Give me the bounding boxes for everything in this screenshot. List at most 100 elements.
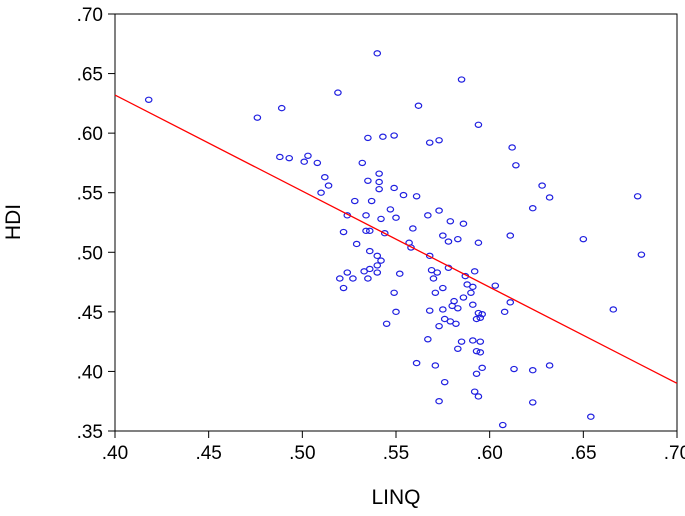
x-tick-label: .50 bbox=[289, 443, 315, 464]
data-point bbox=[304, 152, 312, 159]
data-point bbox=[472, 370, 481, 378]
data-point bbox=[431, 362, 440, 369]
data-point bbox=[392, 214, 400, 221]
x-tick-label: .65 bbox=[570, 443, 596, 464]
data-point bbox=[324, 182, 333, 189]
y-axis-title: HDI bbox=[2, 204, 25, 240]
data-point bbox=[510, 365, 518, 373]
data-point bbox=[469, 283, 477, 291]
plot-area bbox=[114, 13, 678, 432]
data-point bbox=[435, 398, 443, 405]
data-point bbox=[373, 252, 382, 260]
data-point bbox=[412, 359, 421, 367]
y-tick-label: .55 bbox=[77, 184, 103, 205]
data-point bbox=[476, 349, 485, 356]
regression-line bbox=[114, 94, 678, 384]
data-point bbox=[454, 305, 462, 312]
data-point bbox=[380, 230, 389, 237]
data-point bbox=[386, 206, 395, 213]
data-point bbox=[321, 174, 329, 181]
data-point bbox=[365, 227, 374, 235]
data-point bbox=[439, 306, 447, 313]
data-point bbox=[350, 197, 359, 205]
data-point bbox=[470, 268, 479, 275]
y-tick-label: .60 bbox=[77, 124, 103, 145]
data-point bbox=[300, 158, 309, 165]
data-point bbox=[470, 388, 479, 395]
x-axis: .40 .45 .50 .55 .60 .65 .70 bbox=[102, 431, 685, 464]
data-point bbox=[528, 399, 537, 406]
data-point bbox=[339, 284, 348, 292]
data-point bbox=[375, 170, 383, 177]
data-point bbox=[506, 299, 515, 306]
data-point bbox=[425, 139, 434, 146]
data-point bbox=[444, 238, 453, 245]
data-point bbox=[429, 275, 438, 282]
x-tick-label: .40 bbox=[102, 443, 128, 464]
data-point bbox=[440, 378, 449, 386]
data-point bbox=[365, 247, 374, 255]
y-tick-label: .40 bbox=[77, 362, 103, 383]
data-point bbox=[276, 153, 284, 161]
data-point bbox=[352, 240, 361, 248]
data-point bbox=[508, 144, 516, 151]
data-point bbox=[512, 162, 520, 169]
data-point bbox=[609, 306, 618, 313]
data-point bbox=[364, 177, 372, 184]
data-point bbox=[277, 104, 286, 112]
x-tick-label: .45 bbox=[195, 443, 221, 464]
y-tick-label: .45 bbox=[77, 303, 103, 324]
data-point bbox=[454, 235, 462, 243]
data-point bbox=[313, 159, 322, 167]
data-point bbox=[390, 289, 398, 296]
data-point bbox=[343, 269, 352, 276]
data-point bbox=[362, 212, 370, 219]
data-point bbox=[579, 235, 588, 243]
data-point bbox=[373, 269, 382, 276]
data-point bbox=[390, 184, 398, 192]
data-point bbox=[358, 159, 367, 167]
x-tick-label: .55 bbox=[383, 443, 409, 464]
data-point bbox=[439, 232, 447, 239]
data-point bbox=[587, 413, 595, 420]
data-point bbox=[427, 266, 436, 274]
data-point bbox=[476, 314, 485, 322]
data-point bbox=[491, 282, 500, 289]
data-point bbox=[395, 270, 404, 277]
data-point bbox=[425, 252, 434, 260]
data-point bbox=[334, 89, 342, 96]
y-axis: .35 .40 .45 .50 .55 .60 .65 .70 bbox=[77, 5, 115, 443]
data-point bbox=[457, 76, 466, 83]
data-point bbox=[392, 308, 400, 316]
data-point bbox=[364, 134, 372, 142]
y-tick-label: .65 bbox=[77, 65, 103, 86]
data-point bbox=[498, 421, 507, 429]
data-point bbox=[424, 212, 432, 219]
data-point bbox=[373, 50, 382, 57]
data-point bbox=[335, 275, 344, 282]
data-point bbox=[375, 185, 383, 193]
data-point bbox=[446, 218, 455, 225]
data-point bbox=[454, 345, 462, 352]
data-point bbox=[379, 133, 387, 140]
data-point bbox=[364, 275, 372, 282]
data-point bbox=[399, 191, 408, 199]
data-point bbox=[435, 137, 443, 144]
y-tick-label: .35 bbox=[77, 422, 103, 443]
data-point bbox=[545, 362, 554, 369]
data-point bbox=[377, 215, 385, 223]
data-point bbox=[144, 96, 153, 103]
data-point bbox=[425, 307, 434, 314]
data-point bbox=[414, 102, 423, 109]
data-point bbox=[390, 132, 398, 139]
data-points bbox=[144, 50, 646, 429]
data-point bbox=[435, 207, 443, 214]
data-point bbox=[367, 197, 376, 205]
data-point bbox=[478, 364, 486, 372]
data-point bbox=[474, 239, 483, 246]
data-point bbox=[431, 289, 440, 296]
data-point bbox=[365, 265, 374, 273]
x-tick-label: .60 bbox=[476, 443, 502, 464]
data-point bbox=[377, 257, 385, 264]
